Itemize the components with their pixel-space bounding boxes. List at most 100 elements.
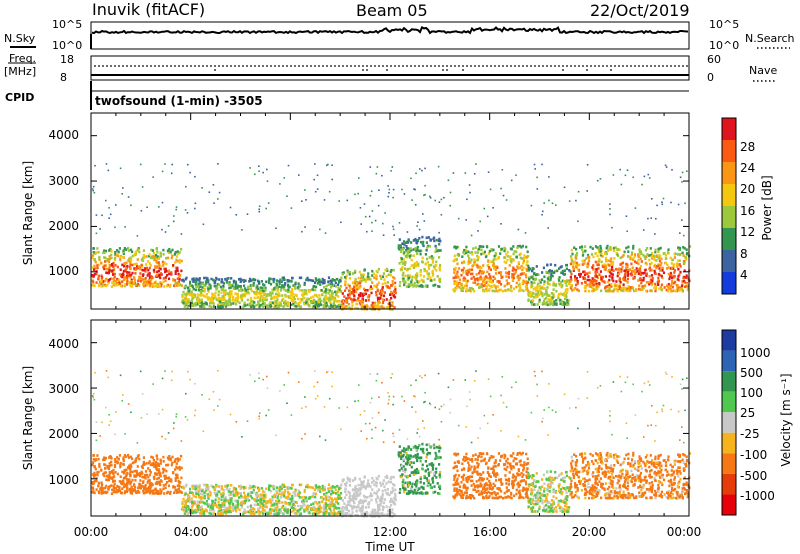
data-point [164,476,168,480]
data-point [421,235,424,239]
data-point [351,298,354,301]
data-point [364,292,368,296]
data-point [280,286,283,289]
data-point [631,251,634,254]
data-point [98,465,101,469]
data-point [223,503,226,507]
data-point [96,266,99,270]
data-point [329,294,332,297]
data-point [432,284,435,287]
data-point [499,273,503,277]
data-point [153,256,157,259]
data-point [102,473,105,476]
data-point [439,249,442,252]
data-point [508,264,511,267]
data-point [200,301,203,304]
data-point [598,258,601,261]
data-point [465,251,468,255]
data-point [268,277,271,280]
data-point [546,294,549,297]
data-point [232,298,235,302]
data-point [528,293,531,296]
data-point [523,257,526,260]
data-point [424,193,426,196]
data-point [199,497,202,500]
data-point [522,289,525,293]
data-point [123,471,126,475]
data-point [180,491,183,494]
power-cbar-tick-4: 4 [740,268,748,282]
data-point [581,254,585,257]
data-point [415,249,418,253]
power-data-points [91,163,692,311]
data-point [666,251,670,254]
data-point [122,263,125,267]
data-point [194,280,197,284]
data-point [102,487,105,490]
data-point [189,491,192,494]
data-point [608,287,611,290]
data-point [477,266,480,269]
data-point [169,272,172,275]
data-point [278,301,281,305]
data-point [622,288,625,292]
data-point [648,282,651,286]
data-point [572,267,576,271]
data-point [411,275,414,279]
data-point [469,272,473,276]
data-point [142,476,145,479]
data-point [183,305,186,308]
data-point [185,500,188,503]
data-point [454,258,457,261]
data-point [496,266,499,269]
data-point [174,272,177,275]
data-point [434,199,436,202]
data-point [154,265,157,268]
data-point [236,507,239,510]
data-point [124,475,127,479]
data-point [357,293,361,297]
data-point [606,280,609,284]
data-point [138,284,141,287]
data-point [557,296,560,300]
data-point [230,290,233,293]
data-point [188,490,192,493]
data-point [653,254,656,258]
data-point [320,510,323,513]
data-point [194,490,197,493]
data-point [113,479,116,483]
data-point [196,500,199,503]
data-point [228,503,231,507]
data-point [399,246,403,250]
data-point [139,272,142,275]
data-point [324,299,327,303]
data-point [624,174,627,177]
data-point [313,178,315,181]
data-point [489,268,492,271]
data-point [167,463,170,467]
data-point [528,276,531,279]
data-point [123,483,126,486]
nave-dot [626,65,628,67]
data-point [159,267,162,271]
data-point [426,277,429,281]
data-point [667,283,670,286]
data-point [546,292,549,295]
data-point [146,283,149,287]
data-point [205,500,208,503]
data-point [664,261,667,265]
data-point [211,300,214,303]
data-point [417,249,420,253]
data-point [232,487,236,491]
data-point [104,260,107,263]
data-point [586,265,589,269]
data-point [282,285,285,288]
data-point [129,275,132,279]
data-point [470,250,474,254]
data-point [616,274,619,278]
data-point [164,267,167,271]
data-point [587,256,591,260]
data-point [139,479,142,482]
data-point [560,285,563,289]
data-point [638,267,642,270]
